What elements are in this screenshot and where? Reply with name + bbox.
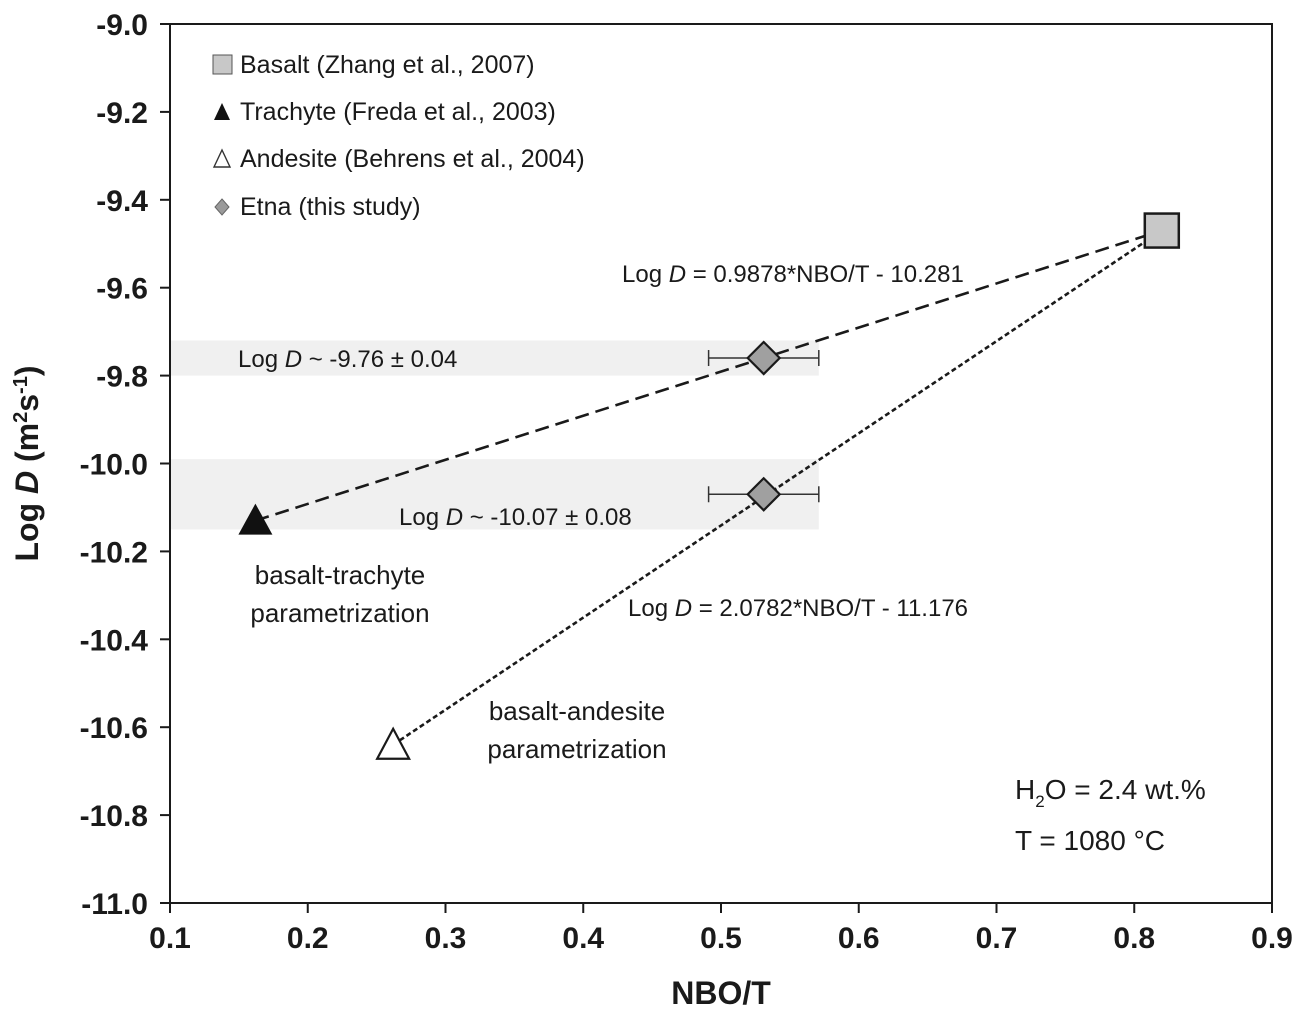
legend-label-etna: Etna (this study) <box>240 193 421 221</box>
y-tick-label: -10.4 <box>80 624 149 657</box>
point-etna-1 <box>746 476 782 512</box>
x-tick-label: 0.6 <box>838 922 880 955</box>
y-tick-label: -9.0 <box>96 9 148 42</box>
y-tick-label: -10.8 <box>80 800 148 833</box>
y-tick-label: -10.6 <box>80 712 148 745</box>
markers-layer <box>238 212 1181 760</box>
legend-label-andesite: Andesite (Behrens et al., 2004) <box>240 145 585 173</box>
annotation-band-upper: Log D ~ -9.76 ± 0.04 <box>238 346 457 373</box>
fit-line-dotted <box>392 229 1163 746</box>
ticks-layer: 0.1 0.2 0.3 0.4 0.5 0.6 0.7 0.8 0.9 -9.0 -9.2 -9.4 -… <box>80 9 1293 955</box>
annotation-basalt-trachyte-line2: parametrization <box>250 598 429 628</box>
annotation-basalt-andesite-line1: basalt-andesite <box>489 696 665 726</box>
annotation-basalt-trachyte-line1: basalt-trachyte <box>255 560 426 590</box>
annotation-temperature: T = 1080 °C <box>1015 825 1165 856</box>
annotation-equation-trachyte: Log D = 0.9878*NBO/T - 10.281 <box>622 261 964 288</box>
y-title-unit: (m <box>9 423 45 471</box>
x-tick-label: 0.1 <box>149 922 191 955</box>
y-tick-label: -10.2 <box>80 536 148 569</box>
x-tick-label: 0.4 <box>562 922 604 955</box>
x-tick-label: 0.3 <box>425 922 467 955</box>
legend-label-basalt: Basalt (Zhang et al., 2007) <box>240 51 535 79</box>
point-andesite <box>375 726 411 760</box>
annotation-equation-andesite: Log D = 2.0782*NBO/T - 11.176 <box>628 595 968 622</box>
y-tick-label: -10.0 <box>80 449 148 482</box>
annotation-band-lower: Log D ~ -10.07 ± 0.08 <box>399 504 632 531</box>
legend-marker-basalt <box>212 54 233 75</box>
x-axis-title: NBO/T <box>671 975 771 1011</box>
legend-marker-andesite <box>212 148 232 168</box>
y-title-s: s <box>9 394 45 412</box>
y-title-sup-minus1: -1 <box>10 376 32 394</box>
legend-label-trachyte: Trachyte (Freda et al., 2003) <box>240 98 556 126</box>
fit-line-dashed <box>255 229 1163 522</box>
y-tick-label: -9.8 <box>96 361 148 394</box>
annotation-basalt-andesite-line2: parametrization <box>487 734 666 764</box>
legend-marker-trachyte <box>214 103 230 120</box>
y-title-log: Log <box>9 494 45 562</box>
y-title-sup-2: 2 <box>10 412 32 423</box>
y-title-d: D <box>9 471 45 494</box>
x-tick-label: 0.2 <box>287 922 329 955</box>
legend-marker-etna <box>214 198 230 216</box>
legend: Basalt (Zhang et al., 2007) Trachyte (Fr… <box>212 51 585 221</box>
point-basalt <box>1143 212 1181 249</box>
y-title-close: ) <box>9 365 45 376</box>
fit-lines-layer <box>255 229 1163 746</box>
x-tick-label: 0.5 <box>700 922 742 955</box>
point-etna-0 <box>746 340 782 376</box>
y-tick-label: -9.2 <box>96 97 148 130</box>
y-tick-label: -9.4 <box>96 185 148 218</box>
annotation-water-content: H2O = 2.4 wt.% <box>1015 774 1206 811</box>
point-trachyte <box>238 503 273 535</box>
y-tick-label: -11.0 <box>81 888 148 921</box>
x-tick-label: 0.8 <box>1113 922 1155 955</box>
y-axis-title: Log D (m2s-1) <box>9 365 45 561</box>
x-tick-label: 0.9 <box>1251 922 1293 955</box>
y-tick-label: -9.6 <box>96 273 148 306</box>
x-tick-label: 0.7 <box>976 922 1018 955</box>
